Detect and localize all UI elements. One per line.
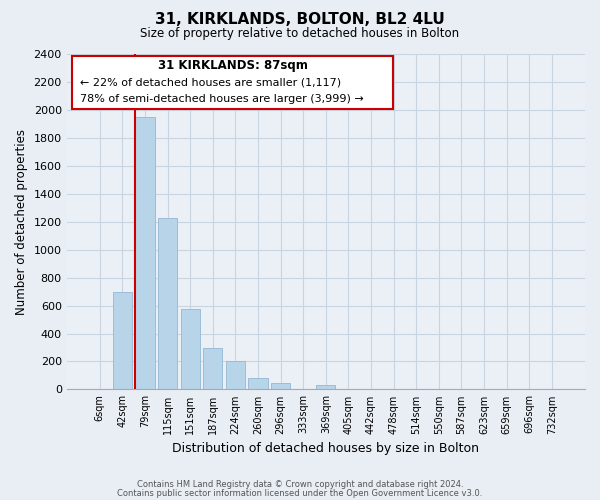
Bar: [181, 309, 200, 390]
Bar: [271, 383, 290, 390]
Bar: [136, 117, 155, 390]
Text: ← 22% of detached houses are smaller (1,117): ← 22% of detached houses are smaller (1,…: [80, 78, 341, 88]
Text: 31, KIRKLANDS, BOLTON, BL2 4LU: 31, KIRKLANDS, BOLTON, BL2 4LU: [155, 12, 445, 28]
FancyBboxPatch shape: [72, 56, 393, 110]
Bar: [248, 378, 268, 390]
Bar: [316, 384, 335, 390]
Text: Size of property relative to detached houses in Bolton: Size of property relative to detached ho…: [140, 28, 460, 40]
Text: Contains HM Land Registry data © Crown copyright and database right 2024.: Contains HM Land Registry data © Crown c…: [137, 480, 463, 489]
Bar: [226, 362, 245, 390]
Bar: [158, 218, 177, 390]
Bar: [203, 348, 223, 390]
X-axis label: Distribution of detached houses by size in Bolton: Distribution of detached houses by size …: [172, 442, 479, 455]
Text: 78% of semi-detached houses are larger (3,999) →: 78% of semi-detached houses are larger (…: [80, 94, 364, 104]
Bar: [113, 292, 132, 390]
Text: Contains public sector information licensed under the Open Government Licence v3: Contains public sector information licen…: [118, 488, 482, 498]
Text: 31 KIRKLANDS: 87sqm: 31 KIRKLANDS: 87sqm: [158, 59, 307, 72]
Y-axis label: Number of detached properties: Number of detached properties: [15, 128, 28, 314]
